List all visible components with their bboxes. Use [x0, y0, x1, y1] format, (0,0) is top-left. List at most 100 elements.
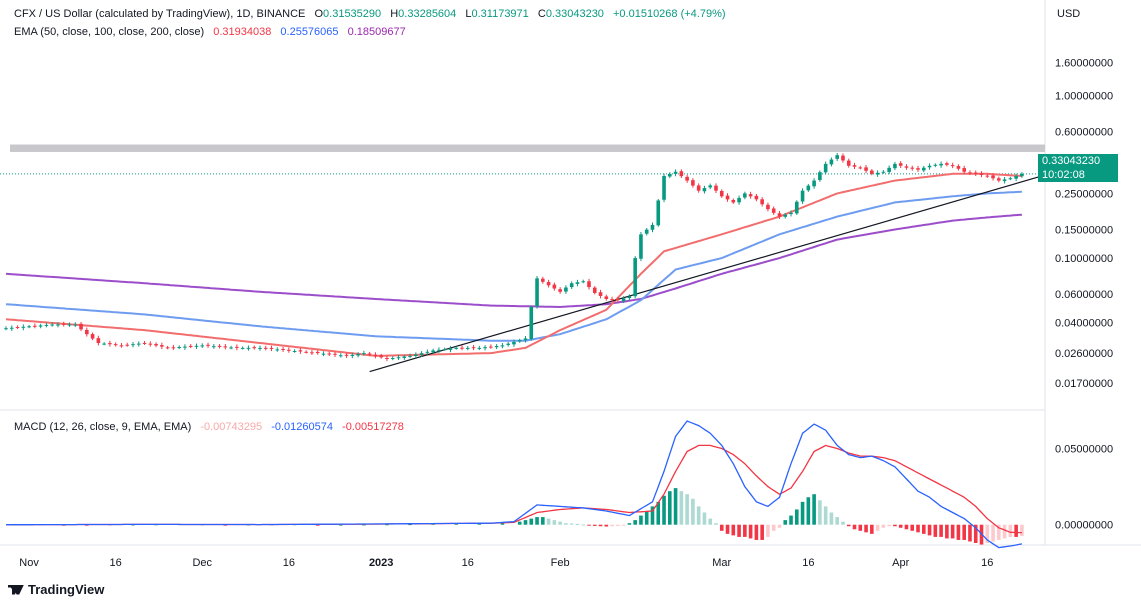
candle-body [616, 299, 620, 301]
macd-histogram-bar [627, 523, 632, 525]
candle-body [818, 172, 822, 180]
macd-histogram-bar [650, 506, 655, 525]
candle-body [327, 353, 332, 355]
candle-body [771, 208, 776, 213]
candle-body [79, 323, 83, 330]
candle-body [858, 167, 863, 169]
countdown-tag: 10:02:08 [1038, 168, 1118, 182]
candle-body [870, 170, 874, 174]
candle-body [50, 324, 54, 326]
candle-body [217, 345, 222, 347]
ema-legend[interactable]: EMA (50, close, 100, close, 200, close) … [14, 26, 412, 38]
candle-body [431, 350, 435, 353]
candle-body [67, 324, 72, 326]
macd-histogram-bar [633, 520, 637, 525]
macd-histogram-bar [748, 524, 753, 539]
candle-body [650, 224, 655, 230]
candle-body [979, 173, 984, 175]
macd-histogram-bar [898, 524, 903, 528]
macd-histogram-bar [108, 524, 112, 526]
ohlc-close: C0.33043230 [537, 8, 604, 20]
macd-histogram-bar [789, 515, 793, 525]
macd-histogram-bar [385, 524, 389, 526]
macd-histogram-bar [875, 524, 880, 531]
macd-histogram-bar [598, 524, 603, 527]
candle-body [90, 334, 95, 339]
macd-histogram-bar [858, 524, 863, 531]
candle-body [604, 296, 609, 299]
candle-body [673, 171, 678, 174]
macd-histogram-bar [950, 524, 955, 539]
candle-body [494, 346, 499, 348]
time-axis-label: Apr [892, 557, 909, 569]
macd-histogram-bar [852, 524, 857, 530]
candle-body [229, 347, 233, 349]
candle-body [875, 172, 880, 175]
candle-body [708, 185, 713, 188]
candle-body [529, 306, 534, 340]
candle-body [315, 351, 320, 354]
macd-histogram-bar [587, 524, 591, 526]
candle-body [789, 212, 793, 215]
macd-histogram-bar [338, 524, 343, 526]
candle-body [546, 282, 551, 286]
macd-histogram-bar [904, 524, 909, 530]
macd-histogram-bar [604, 524, 609, 527]
candle-body [148, 343, 153, 345]
candle-body [113, 344, 118, 346]
candle-body [933, 164, 938, 166]
candle-body [1002, 179, 1007, 182]
macd-histogram-bar [223, 524, 228, 526]
candle-body [27, 326, 31, 328]
macd-histogram-bar [656, 501, 661, 525]
candle-body [800, 190, 805, 202]
macd-histogram-bar [408, 524, 412, 526]
candle-body [188, 345, 193, 347]
candle-body [731, 199, 736, 203]
candle-body [506, 343, 510, 345]
candle-body [569, 283, 574, 288]
candle-body [373, 354, 378, 356]
macd-histogram-bar [743, 524, 747, 537]
candle-body [760, 199, 764, 205]
macd-histogram-bar [800, 501, 805, 525]
time-axis-label: Dec [192, 557, 212, 569]
time-axis-label: 16 [283, 557, 295, 569]
candle-body [1014, 176, 1018, 179]
macd-histogram-bar [812, 494, 816, 525]
macd-histogram-bar [673, 488, 678, 525]
candle-body [142, 342, 147, 344]
macd-histogram-bar [558, 521, 562, 525]
candle-body [564, 287, 568, 292]
candle-body [985, 175, 990, 177]
candle-body [177, 347, 181, 349]
candle-body [333, 353, 337, 355]
price-axis-label: 0.60000000 [1055, 127, 1113, 139]
macd-legend[interactable]: MACD (12, 26, close, 9, EMA, EMA) -0.007… [14, 421, 410, 433]
candle-body [246, 347, 251, 349]
candle-body [552, 284, 557, 289]
currency-label: USD [1057, 8, 1081, 20]
candle-body [627, 296, 632, 299]
candle-body [460, 347, 464, 349]
macd-histogram-bar [910, 524, 915, 531]
time-axis-label: Mar [712, 557, 731, 569]
macd-signal-value: -0.00517278 [342, 421, 404, 433]
candle-body [15, 327, 20, 329]
tradingview-logo[interactable]: TradingView [8, 582, 104, 597]
candle-body [442, 349, 447, 351]
macd-histogram-bar [991, 524, 995, 542]
macd-axis-label: 0.05000000 [1055, 443, 1113, 455]
candle-body [558, 289, 562, 292]
macd-histogram-bar [760, 524, 764, 540]
candle-body [748, 194, 753, 197]
candle-body [517, 340, 522, 342]
macd-histogram-bar [973, 524, 978, 543]
candle-body [183, 346, 187, 348]
candle-body [777, 213, 782, 217]
candle-body [956, 166, 961, 169]
ema100-line [5, 190, 1022, 342]
candle-body [945, 163, 949, 165]
candle-body [950, 165, 955, 167]
